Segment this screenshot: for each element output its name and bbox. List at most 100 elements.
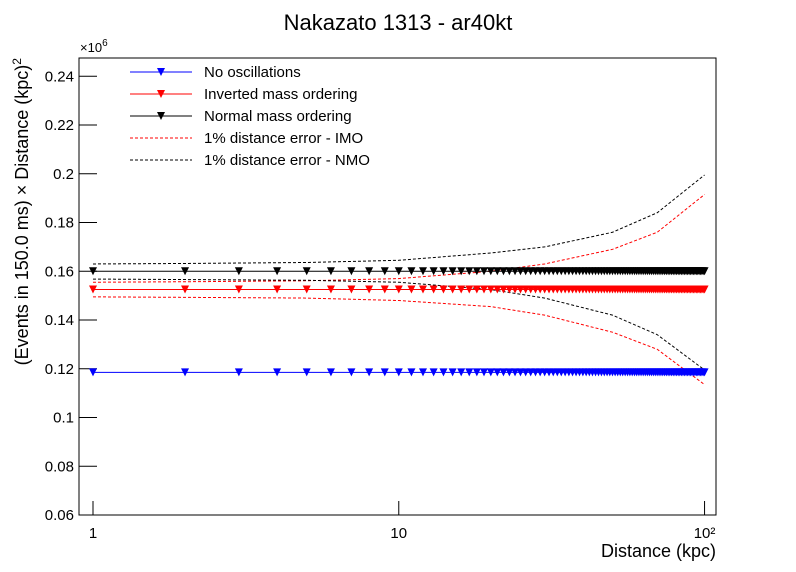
y-axis-label-text: (Events in 150.0 ms) × Distance (kpc) xyxy=(12,65,32,366)
marker xyxy=(365,267,374,276)
marker xyxy=(365,368,374,377)
marker xyxy=(499,267,508,276)
marker xyxy=(448,368,457,377)
marker xyxy=(347,368,356,377)
marker xyxy=(465,285,474,294)
marker xyxy=(505,368,514,377)
y-axis-label-exp: 2 xyxy=(10,58,24,65)
y-tick-label: 0.22 xyxy=(45,117,74,134)
marker xyxy=(394,285,403,294)
marker xyxy=(273,267,282,276)
marker xyxy=(347,267,356,276)
marker xyxy=(273,368,282,377)
legend-label: No oscillations xyxy=(204,64,301,81)
marker xyxy=(448,285,457,294)
marker xyxy=(234,267,243,276)
y-tick-label: 0.1 xyxy=(53,410,74,427)
marker xyxy=(499,285,508,294)
marker xyxy=(472,285,481,294)
marker xyxy=(505,285,514,294)
legend-marker xyxy=(157,68,165,76)
marker xyxy=(439,368,448,377)
marker xyxy=(521,285,530,294)
marker xyxy=(700,285,709,294)
marker xyxy=(516,267,525,276)
legend-label: Inverted mass ordering xyxy=(204,86,357,103)
marker xyxy=(499,368,508,377)
marker xyxy=(326,285,335,294)
y-axis-label: (Events in 150.0 ms) × Distance (kpc)2 xyxy=(10,58,32,366)
marker xyxy=(480,368,489,377)
marker xyxy=(347,285,356,294)
marker xyxy=(365,285,374,294)
marker xyxy=(302,368,311,377)
marker xyxy=(181,368,190,377)
x-axis-label: Distance (kpc) xyxy=(601,541,716,561)
y-tick-label: 0.08 xyxy=(45,458,74,475)
marker xyxy=(273,285,282,294)
marker xyxy=(418,285,427,294)
x-tick-label: 10 xyxy=(390,525,407,542)
marker xyxy=(465,368,474,377)
marker xyxy=(88,368,97,377)
y-multiplier-text: ×10 xyxy=(80,40,102,55)
y-multiplier-exp: 6 xyxy=(102,38,108,49)
marker xyxy=(88,285,97,294)
marker xyxy=(407,368,416,377)
x-tick-label: 10² xyxy=(694,525,716,542)
marker xyxy=(486,267,495,276)
marker xyxy=(418,267,427,276)
marker xyxy=(457,285,466,294)
marker xyxy=(457,267,466,276)
marker xyxy=(429,285,438,294)
marker xyxy=(326,267,335,276)
marker xyxy=(516,368,525,377)
marker xyxy=(302,267,311,276)
marker xyxy=(418,368,427,377)
marker xyxy=(472,267,481,276)
marker xyxy=(88,267,97,276)
y-tick-label: 0.06 xyxy=(45,507,74,524)
marker xyxy=(486,368,495,377)
plot-frame xyxy=(78,57,717,516)
marker xyxy=(511,285,520,294)
marker xyxy=(429,368,438,377)
marker xyxy=(465,267,474,276)
marker xyxy=(394,368,403,377)
x-tick-label: 1 xyxy=(89,525,97,542)
y-tick-label: 0.16 xyxy=(45,263,74,280)
y-multiplier: ×106 xyxy=(80,38,108,55)
y-tick-label: 0.12 xyxy=(45,361,74,378)
legend-marker xyxy=(157,90,165,98)
marker xyxy=(516,285,525,294)
y-tick-label: 0.18 xyxy=(45,215,74,232)
marker xyxy=(480,285,489,294)
marker xyxy=(493,368,502,377)
marker xyxy=(700,368,709,377)
marker xyxy=(380,285,389,294)
chart-title: Nakazato 1313 - ar40kt xyxy=(284,10,513,35)
marker xyxy=(493,285,502,294)
marker xyxy=(181,267,190,276)
marker xyxy=(521,267,530,276)
marker xyxy=(326,368,335,377)
marker xyxy=(511,368,520,377)
marker xyxy=(407,285,416,294)
marker xyxy=(472,368,481,377)
y-tick-label: 0.2 xyxy=(53,166,74,183)
legend-marker xyxy=(157,112,165,120)
legend-label: 1% distance error - IMO xyxy=(204,130,363,147)
legend-label: 1% distance error - NMO xyxy=(204,152,370,169)
marker xyxy=(439,285,448,294)
marker xyxy=(700,267,709,276)
error-band-line xyxy=(92,296,705,386)
marker xyxy=(429,267,438,276)
marker xyxy=(394,267,403,276)
y-tick-label: 0.24 xyxy=(45,68,74,85)
marker xyxy=(380,368,389,377)
error-band-line xyxy=(92,278,705,371)
marker xyxy=(439,267,448,276)
legend-label: Normal mass ordering xyxy=(204,108,352,125)
marker xyxy=(407,267,416,276)
